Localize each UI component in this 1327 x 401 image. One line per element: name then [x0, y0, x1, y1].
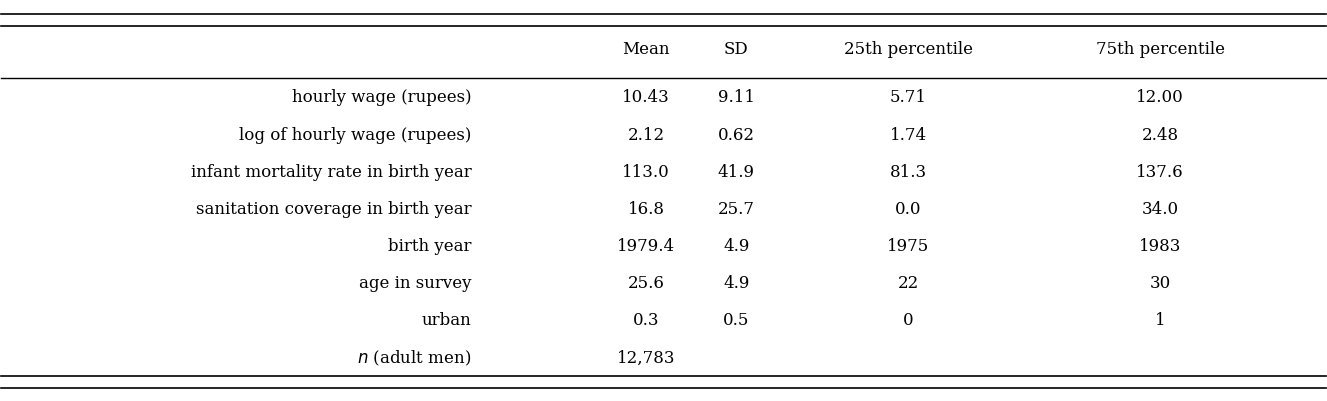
Text: 30: 30 — [1149, 275, 1170, 292]
Text: 16.8: 16.8 — [628, 200, 665, 217]
Text: 5.71: 5.71 — [890, 89, 928, 106]
Text: 0: 0 — [904, 312, 914, 328]
Text: 1: 1 — [1154, 312, 1165, 328]
Text: $n$ (adult men): $n$ (adult men) — [357, 348, 471, 367]
Text: 1983: 1983 — [1139, 237, 1181, 254]
Text: 22: 22 — [898, 275, 920, 292]
Text: Mean: Mean — [622, 41, 670, 58]
Text: 137.6: 137.6 — [1136, 163, 1184, 180]
Text: 0.0: 0.0 — [896, 200, 922, 217]
Text: 41.9: 41.9 — [718, 163, 755, 180]
Text: 25th percentile: 25th percentile — [844, 41, 973, 58]
Text: 25.6: 25.6 — [628, 275, 665, 292]
Text: log of hourly wage (rupees): log of hourly wage (rupees) — [239, 126, 471, 143]
Text: birth year: birth year — [387, 237, 471, 254]
Text: sanitation coverage in birth year: sanitation coverage in birth year — [196, 200, 471, 217]
Text: hourly wage (rupees): hourly wage (rupees) — [292, 89, 471, 106]
Text: 81.3: 81.3 — [890, 163, 928, 180]
Text: 12,783: 12,783 — [617, 349, 675, 366]
Text: 1.74: 1.74 — [890, 126, 928, 143]
Text: 10.43: 10.43 — [622, 89, 670, 106]
Text: 0.5: 0.5 — [723, 312, 750, 328]
Text: 75th percentile: 75th percentile — [1096, 41, 1225, 58]
Text: 4.9: 4.9 — [723, 237, 750, 254]
Text: 9.11: 9.11 — [718, 89, 755, 106]
Text: 4.9: 4.9 — [723, 275, 750, 292]
Text: 25.7: 25.7 — [718, 200, 755, 217]
Text: infant mortality rate in birth year: infant mortality rate in birth year — [191, 163, 471, 180]
Text: 113.0: 113.0 — [622, 163, 670, 180]
Text: urban: urban — [422, 312, 471, 328]
Text: 2.48: 2.48 — [1141, 126, 1178, 143]
Text: 0.62: 0.62 — [718, 126, 755, 143]
Text: 0.3: 0.3 — [633, 312, 660, 328]
Text: 2.12: 2.12 — [628, 126, 665, 143]
Text: 1979.4: 1979.4 — [617, 237, 675, 254]
Text: 12.00: 12.00 — [1136, 89, 1184, 106]
Text: 34.0: 34.0 — [1141, 200, 1178, 217]
Text: 1975: 1975 — [888, 237, 930, 254]
Text: SD: SD — [725, 41, 748, 58]
Text: age in survey: age in survey — [360, 275, 471, 292]
